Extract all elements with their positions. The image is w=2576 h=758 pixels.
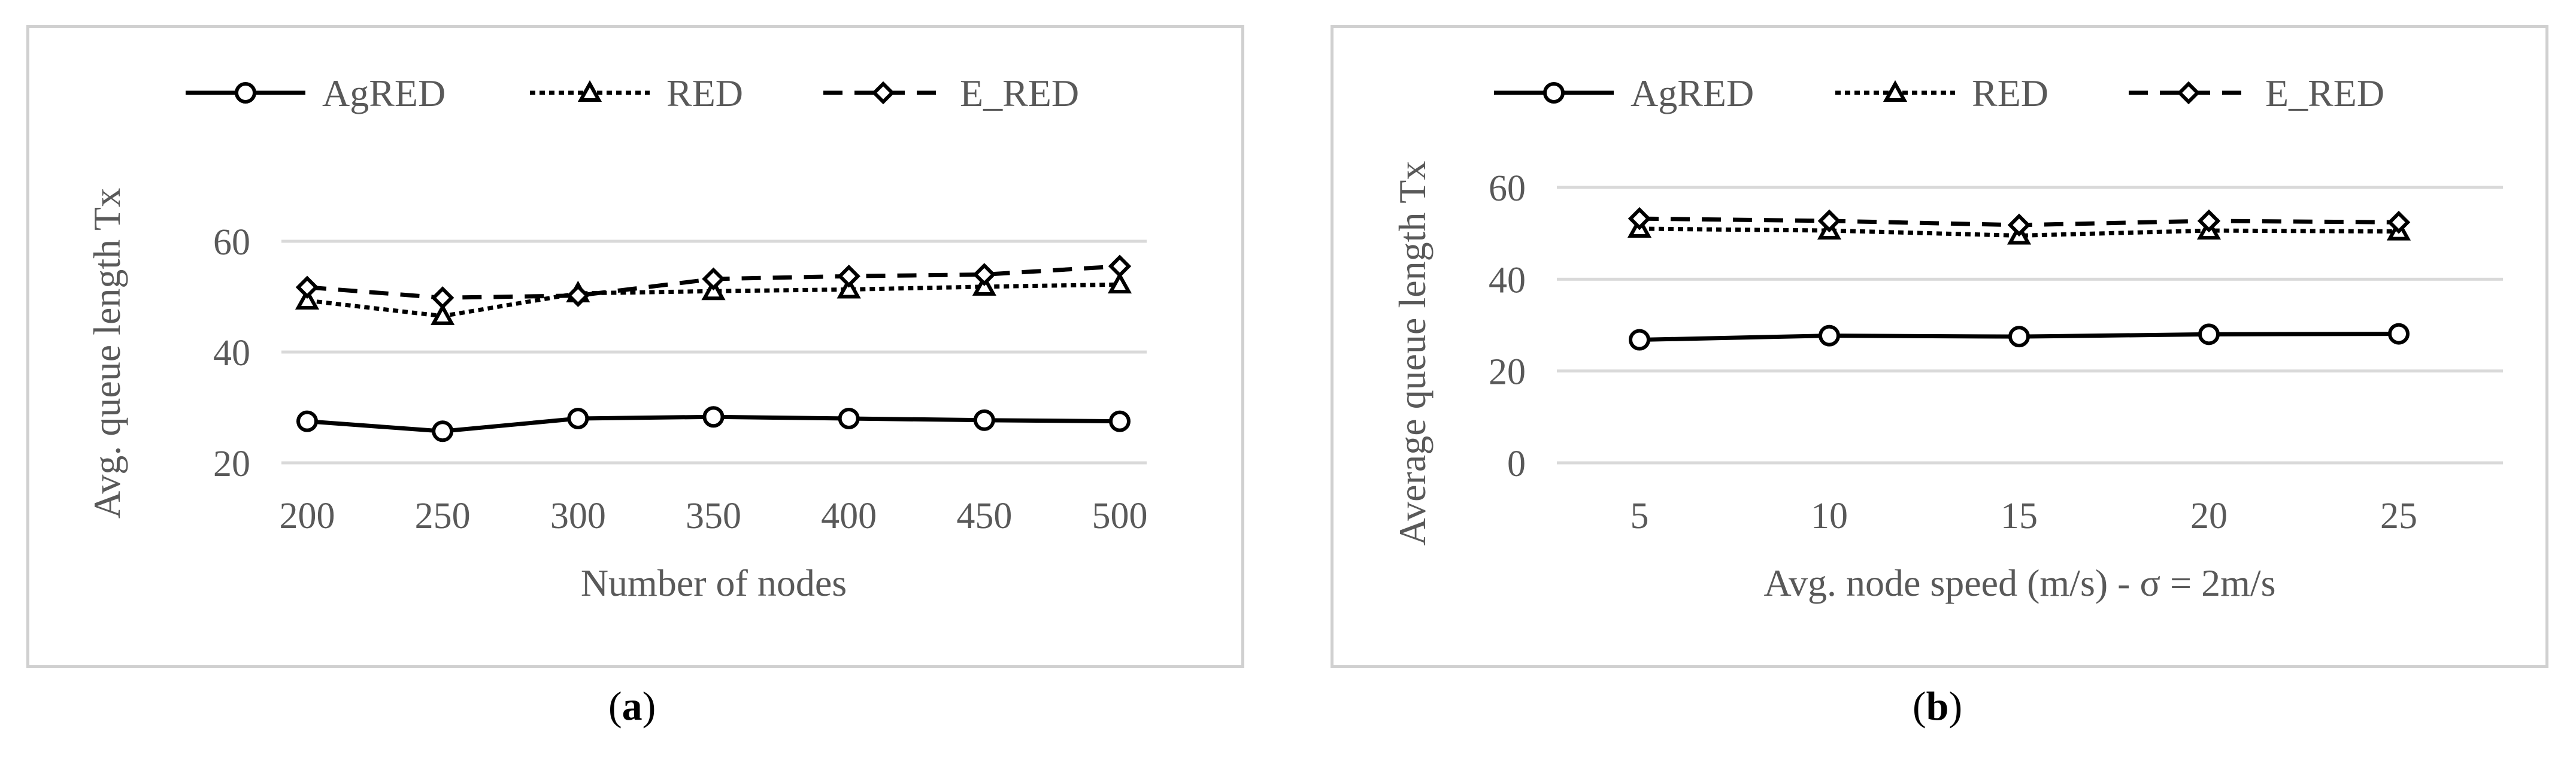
y-tick-label: 60 [213,222,250,263]
x-tick-label: 15 [2001,496,2038,536]
point-red [1107,271,1132,294]
x-tick-label: 300 [550,496,606,536]
legend-marker [577,80,602,102]
x-tick-label: 10 [1811,496,1848,536]
legend-label: RED [1972,72,2048,114]
point-agred [973,409,995,431]
legend-label: E_RED [2265,72,2384,114]
point-e-red [431,286,454,310]
chart-panel-b [1331,25,2548,668]
point-e-red [837,265,860,288]
y-tick-label: 20 [213,444,250,484]
point-agred [2008,326,2030,348]
caption-a: (a) [608,683,656,729]
point-agred [838,408,860,429]
chart-b: 0 20 40 60 5 10 15 20 25 Avg. node speed (m/s) - … [1391,72,2503,604]
x-tick-label: 450 [956,496,1012,536]
x-tick-label: 20 [2190,496,2228,536]
point-e-red [972,263,996,286]
point-agred [296,410,318,432]
x-tick-label: 400 [821,496,877,536]
point-e-red [2197,209,2221,233]
x-axis-title: Number of nodes [581,562,847,604]
point-e-red [702,267,725,291]
y-tick-label: 40 [1489,260,1526,301]
x-tick-label: 5 [1631,496,1649,536]
legend-marker [871,81,895,105]
y-tick-label: 20 [1489,352,1526,393]
caption-a-letter: a [622,683,643,729]
legend-marker [1543,82,1565,104]
legend-label: E_RED [960,72,1079,114]
chart-panel-a [26,25,1244,668]
point-e-red [1108,254,1132,278]
point-e-red [2387,211,2411,234]
y-tick-label: 60 [1489,168,1526,209]
point-agred [2388,323,2410,345]
legend-marker [235,82,256,104]
point-agred [2198,323,2220,345]
point-red [431,303,455,325]
y-axis-title: Avg. queue length Tx [86,188,128,519]
y-tick-label: 40 [213,333,250,374]
series-line-red [1639,226,2399,238]
legend-marker [2177,81,2201,105]
point-agred [702,406,725,428]
x-tick-label: 25 [2380,496,2417,536]
x-tick-label: 500 [1092,496,1148,536]
legend-label: AgRED [322,72,446,114]
y-axis-title: Average queue length Tx [1391,161,1434,546]
point-red [837,277,861,299]
x-tick-label: 200 [280,496,335,536]
point-e-red [2007,213,2031,237]
x-tick-label: 350 [686,496,741,536]
point-red [295,287,320,310]
y-tick-label: 0 [1507,444,1526,484]
legend-marker [1883,80,1908,102]
point-e-red [1628,207,1651,231]
point-agred [1109,410,1131,432]
legend-label: AgRED [1631,72,1754,114]
legend-label: RED [666,72,743,114]
point-e-red [1817,209,1841,233]
point-agred [432,420,454,442]
point-agred [567,408,589,429]
point-agred [1629,329,1650,351]
x-axis-title: Avg. node speed (m/s) - σ = 2m/s [1763,562,2275,604]
point-agred [1819,325,1840,347]
point-e-red [295,275,319,299]
chart-a: 20 40 60 200 250 300 350 400 450 500 Number of nod… [86,72,1148,604]
caption-b-letter: b [1926,683,1949,729]
x-tick-label: 250 [415,496,471,536]
point-e-red [566,284,590,307]
caption-b: (b) [1913,683,1963,729]
